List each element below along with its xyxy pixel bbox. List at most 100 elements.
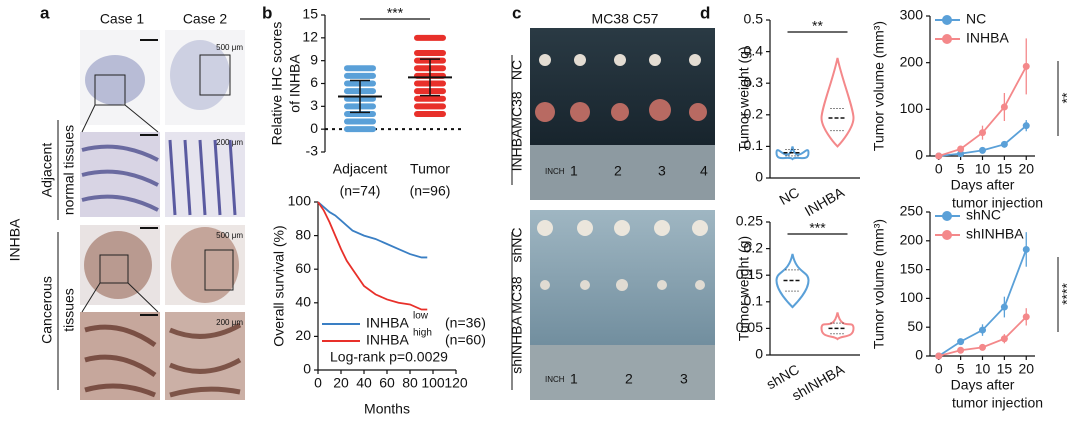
x-tick-label: 60 bbox=[379, 375, 395, 391]
dot-cluster bbox=[414, 110, 446, 117]
x-tick-label: 20 bbox=[1018, 161, 1034, 177]
y-tick-label: 0 bbox=[310, 120, 318, 136]
y-tick-label: 0.05 bbox=[736, 319, 763, 335]
dot-cluster bbox=[414, 95, 446, 102]
significance: *** bbox=[809, 220, 826, 236]
y-tick-label: 200 bbox=[900, 232, 924, 248]
y-tick-label: 100 bbox=[288, 193, 312, 209]
row-label: tissues bbox=[61, 288, 77, 332]
y-axis-label: Overall survival (%) bbox=[271, 225, 287, 346]
y-axis-label: Tumor weight (g) bbox=[736, 236, 752, 341]
group-label: INHBA bbox=[509, 128, 525, 171]
x-tick-label: 0 bbox=[935, 161, 943, 177]
x-tick-label: 0 bbox=[314, 375, 322, 391]
x-tick-label: INHBA bbox=[802, 184, 848, 220]
dot-cluster bbox=[344, 65, 376, 72]
y-tick-label: 0 bbox=[755, 346, 763, 362]
y-tick-label: 0.2 bbox=[744, 239, 764, 255]
x-tick-label: 20 bbox=[333, 375, 349, 391]
legend-label: low bbox=[413, 311, 429, 322]
y-tick-label: 50 bbox=[907, 318, 923, 334]
survival-curve bbox=[317, 201, 428, 259]
legend-marker bbox=[942, 230, 952, 240]
legend-label: shNC bbox=[966, 207, 1001, 223]
ruler-label: INCH bbox=[545, 167, 565, 176]
x-tick-label: 5 bbox=[957, 161, 965, 177]
marker bbox=[957, 338, 965, 346]
ruler-label: INCH bbox=[545, 375, 565, 384]
marker bbox=[979, 343, 986, 351]
legend-marker bbox=[942, 15, 952, 25]
scale-bar-label: 500 μm bbox=[216, 43, 243, 52]
dot-cluster bbox=[414, 50, 446, 57]
y-axis-label: Tumor weight (g) bbox=[736, 46, 752, 151]
y-tick-label: 0.25 bbox=[736, 213, 763, 229]
panel-title: MC38 C57 bbox=[592, 11, 659, 27]
ruler-label: 4 bbox=[700, 163, 708, 179]
legend-label: INHBA bbox=[966, 30, 1009, 46]
group-label: NC bbox=[509, 60, 525, 80]
x-tick-label: 5 bbox=[957, 361, 965, 377]
x-tick-label: shINHBA bbox=[789, 361, 847, 404]
x-axis-label: Days after bbox=[951, 177, 1015, 193]
significance: ** bbox=[1059, 92, 1075, 103]
model-label: MC38 bbox=[509, 91, 525, 129]
x-axis-label: tumor injection bbox=[952, 395, 1043, 411]
ruler-label: 3 bbox=[658, 163, 666, 179]
line bbox=[938, 249, 1028, 357]
marker bbox=[935, 352, 943, 360]
y-tick-label: 0.5 bbox=[744, 11, 764, 27]
y-tick-label: 0 bbox=[303, 361, 311, 377]
marker bbox=[1022, 62, 1030, 70]
x-tick-label: Tumor bbox=[410, 161, 450, 177]
x-axis-label: Months bbox=[364, 401, 410, 417]
legend-label: (n=36) bbox=[445, 315, 486, 331]
x-tick-label: 120 bbox=[444, 375, 468, 391]
y-tick-label: 3 bbox=[310, 97, 318, 113]
x-tick-label: 10 bbox=[975, 161, 991, 177]
y-tick-label: 250 bbox=[900, 203, 924, 219]
dot-cluster bbox=[344, 126, 376, 133]
y-tick-label: 200 bbox=[900, 53, 924, 69]
significance: *** bbox=[387, 5, 404, 21]
ruler-label: 1 bbox=[570, 163, 578, 179]
y-axis-label: of INHBA bbox=[287, 54, 303, 113]
marker bbox=[957, 145, 965, 153]
category-note: (n=96) bbox=[410, 183, 451, 199]
scale-bar-label: 200 μm bbox=[216, 318, 243, 327]
ruler-label: 3 bbox=[680, 371, 688, 387]
model-label: MC38 bbox=[509, 276, 525, 314]
row-label: Adjacent bbox=[39, 143, 55, 198]
marker bbox=[979, 129, 986, 137]
histology-images bbox=[57, 30, 245, 400]
y-axis-label: Tumor volume (mm³) bbox=[871, 21, 887, 151]
violin bbox=[820, 312, 855, 341]
survival-curve bbox=[317, 201, 428, 311]
y-tick-label: 0.3 bbox=[744, 74, 764, 90]
panel-label: a bbox=[40, 3, 50, 22]
y-tick-label: 0 bbox=[755, 169, 763, 185]
legend-label: high bbox=[413, 328, 432, 339]
dot-cluster bbox=[344, 72, 376, 79]
legend-label: INHBA bbox=[366, 332, 409, 348]
annotation: Log-rank p=0.0029 bbox=[330, 349, 448, 365]
y-tick-label: 20 bbox=[295, 327, 311, 343]
y-tick-label: 0.1 bbox=[744, 293, 764, 309]
violin bbox=[775, 146, 810, 161]
y-tick-label: 0.4 bbox=[744, 42, 764, 58]
x-tick-label: 15 bbox=[997, 361, 1013, 377]
significance: ** bbox=[812, 18, 823, 34]
x-tick-label: 20 bbox=[1018, 361, 1034, 377]
marker bbox=[1000, 335, 1008, 343]
column-label: Case 2 bbox=[183, 11, 228, 27]
x-tick-label: 10 bbox=[975, 361, 991, 377]
x-tick-label: 0 bbox=[935, 361, 943, 377]
marker bbox=[1022, 122, 1030, 130]
ruler-label: 2 bbox=[614, 163, 622, 179]
group-label: shNC bbox=[509, 227, 525, 262]
y-axis-label: Tumor volume (mm³) bbox=[871, 219, 887, 349]
legend-label: (n=60) bbox=[445, 332, 486, 348]
panel-label: c bbox=[512, 3, 521, 22]
marker bbox=[1022, 313, 1030, 321]
